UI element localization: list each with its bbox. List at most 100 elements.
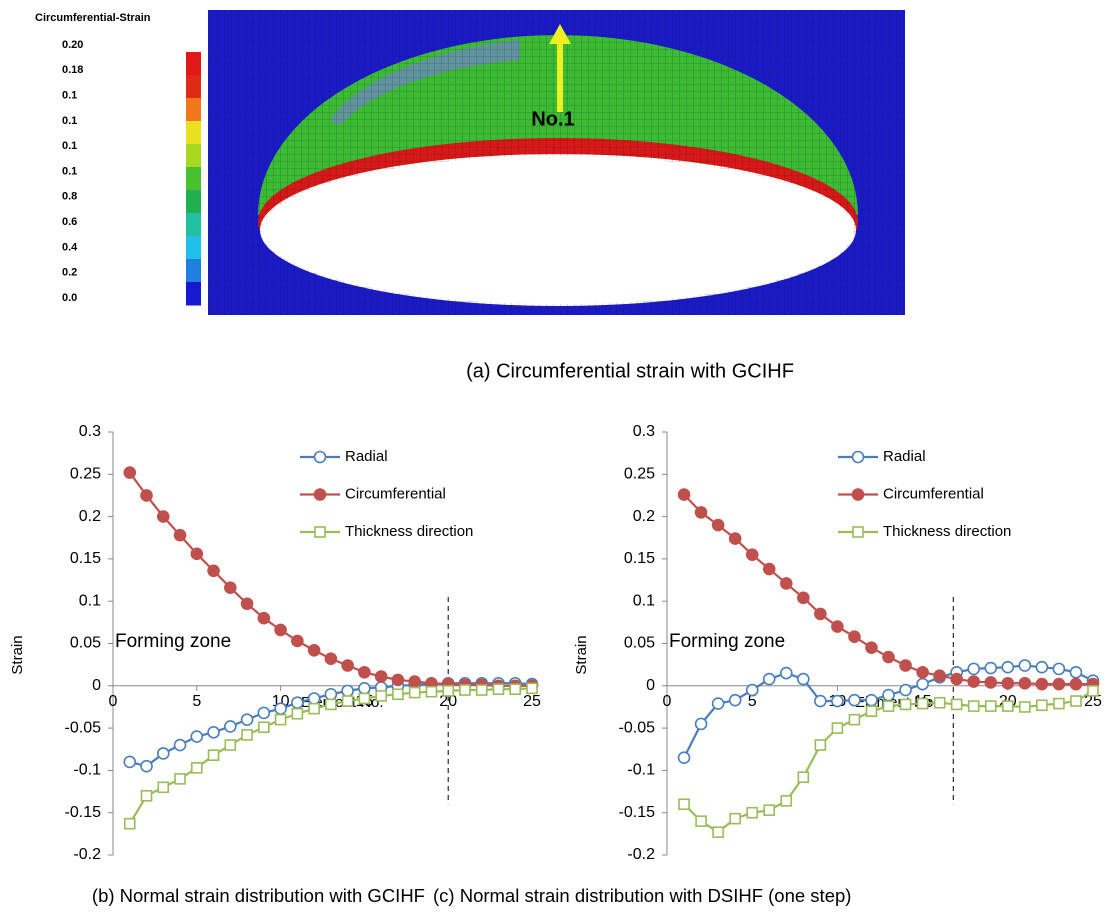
series-line [684,691,1093,832]
marker [747,685,758,696]
marker [225,582,236,593]
y-tick-label: 0.05 [70,635,101,652]
marker [1020,702,1030,712]
marker [309,645,320,656]
marker [527,683,537,693]
marker [934,670,945,681]
marker [849,715,859,725]
marker-label: No.1 [531,108,574,130]
x-tick-label: 5 [192,693,201,710]
marker [884,701,894,711]
marker [679,489,690,500]
legend-label: Circumferential [883,485,984,502]
y-tick-label: 0.2 [633,508,655,525]
marker [326,699,336,709]
y-tick-label: -0.05 [65,719,102,736]
marker [952,699,962,709]
marker [985,663,996,674]
marker [359,683,370,694]
y-tick-label: 0.3 [633,423,655,440]
y-tick-label: 0.25 [70,466,101,483]
marker [208,565,219,576]
y-tick-label: -0.2 [73,846,101,863]
y-axis-label: Strain [573,635,590,674]
marker [510,684,520,694]
marker [258,613,269,624]
colorbar-swatch [186,236,201,260]
marker [713,827,723,837]
marker [815,608,826,619]
y-tick-label: 0.15 [624,550,655,567]
y-tick-label: -0.15 [65,804,102,821]
marker [1019,660,1030,671]
marker [242,714,253,725]
marker [730,695,741,706]
y-tick-label: -0.2 [627,846,655,863]
y-tick-label: -0.15 [619,804,656,821]
marker [1002,662,1013,673]
y-tick-label: -0.1 [627,762,655,779]
marker [175,530,186,541]
marker [764,805,774,815]
marker [275,703,286,714]
annotation: Forming zone [669,631,785,652]
legend-marker [853,452,864,463]
marker [696,718,707,729]
marker [781,578,792,589]
marker [1019,678,1030,689]
marker [1053,663,1064,674]
colorbar-swatch [186,98,201,122]
legend-marker [853,527,863,537]
y-tick-label: 0 [92,677,101,694]
annotation: Forming zone [115,631,231,652]
marker [849,695,860,706]
colorbar-swatch [186,259,201,283]
y-tick-label: -0.05 [619,719,656,736]
marker [258,707,269,718]
marker [815,740,825,750]
marker [292,697,303,708]
marker [325,653,336,664]
marker [764,674,775,685]
marker [493,684,503,694]
marker [713,698,724,709]
marker [276,715,286,725]
marker [1053,679,1064,690]
marker [1036,679,1047,690]
colorbar-label: 0.6 [62,216,77,228]
marker [392,674,403,685]
marker [192,763,202,773]
marker [1037,700,1047,710]
marker [969,701,979,711]
marker [832,723,842,733]
marker [986,701,996,711]
colorbar-label: 0.1 [62,115,77,127]
colorbar-label: 0.1 [62,140,77,152]
marker [935,698,945,708]
marker [191,548,202,559]
y-tick-label: 0.1 [633,592,655,609]
legend-marker [315,452,326,463]
marker [883,652,894,663]
marker [730,533,741,544]
marker [242,598,253,609]
marker [900,685,911,696]
marker [764,564,775,575]
marker [292,635,303,646]
marker [141,490,152,501]
y-tick-label: 0.1 [79,592,101,609]
marker [242,730,252,740]
marker [917,679,928,690]
colorbar-label: 0.20 [62,39,83,51]
marker [309,704,319,714]
colorbar-swatch [186,190,201,214]
legend-label: Thickness direction [883,523,1011,540]
marker [1070,679,1081,690]
colorbar-swatch [186,52,201,76]
marker [208,727,219,738]
marker [849,631,860,642]
marker [158,782,168,792]
marker [141,761,152,772]
legend-marker [315,489,326,500]
legend-marker [853,489,864,500]
